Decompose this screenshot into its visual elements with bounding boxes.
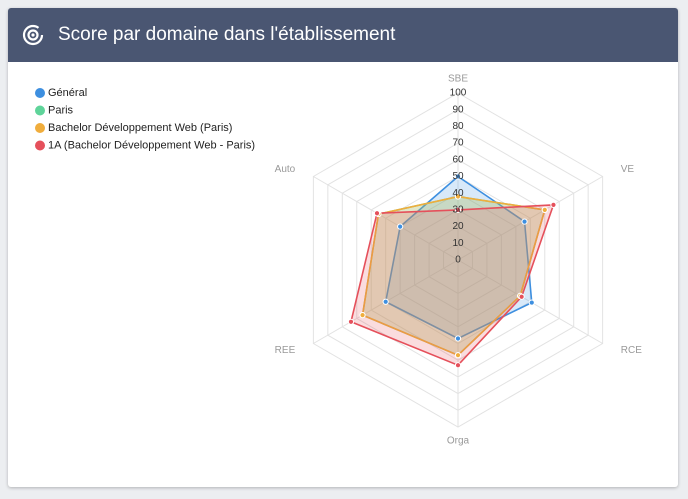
r-tick-label: 70: [452, 138, 464, 149]
legend-label: 1A (Bachelor Développement Web - Paris): [48, 139, 255, 151]
data-point: [518, 293, 525, 300]
data-point: [454, 206, 462, 213]
data-point: [382, 298, 389, 305]
data-point: [454, 352, 462, 359]
r-tick-label: 20: [452, 221, 464, 232]
r-tick-label: 0: [455, 255, 461, 266]
data-point: [550, 201, 557, 208]
r-tick-label: 30: [452, 205, 464, 216]
axis-label: RCE: [621, 345, 642, 356]
axis-label: Auto: [275, 164, 296, 175]
legend-marker: [35, 123, 45, 133]
axis-label: Orga: [447, 436, 470, 447]
r-tick-label: 100: [450, 88, 467, 99]
r-tick-label: 60: [452, 154, 464, 165]
data-point: [454, 193, 462, 200]
legend-marker: [35, 105, 45, 116]
data-point: [397, 223, 404, 230]
axis-label: VE: [621, 164, 635, 175]
data-point: [521, 218, 528, 225]
data-point: [359, 312, 366, 319]
r-tick-label: 90: [452, 104, 464, 115]
data-point: [347, 318, 355, 325]
legend-marker: [35, 88, 45, 98]
data-point: [454, 335, 462, 342]
data-point: [541, 206, 548, 213]
spoke: [457, 176, 603, 261]
card: Score par domaine dans l'établissement: [8, 8, 678, 487]
legend-label: Général: [48, 87, 87, 99]
icon: [22, 24, 44, 46]
data-point: [373, 210, 381, 217]
axis-label: SBE: [448, 74, 468, 85]
legend-marker: [35, 140, 45, 151]
title: Score par domaine dans l'établissement: [58, 24, 396, 45]
data-point: [454, 173, 462, 180]
r-tick-label: 50: [452, 171, 464, 182]
r-tick-label: 80: [452, 121, 464, 132]
legend-label: Paris: [48, 104, 74, 116]
header: Score par domaine dans l'établissement: [8, 8, 678, 62]
legend-label: Bachelor Développement Web (Paris): [48, 122, 232, 134]
axis-label: REE: [275, 345, 296, 356]
r-tick-label: 40: [452, 188, 464, 199]
spoke: [313, 176, 459, 261]
r-tick-label: 10: [452, 238, 464, 249]
data-point: [528, 299, 535, 306]
data-point: [454, 362, 462, 369]
